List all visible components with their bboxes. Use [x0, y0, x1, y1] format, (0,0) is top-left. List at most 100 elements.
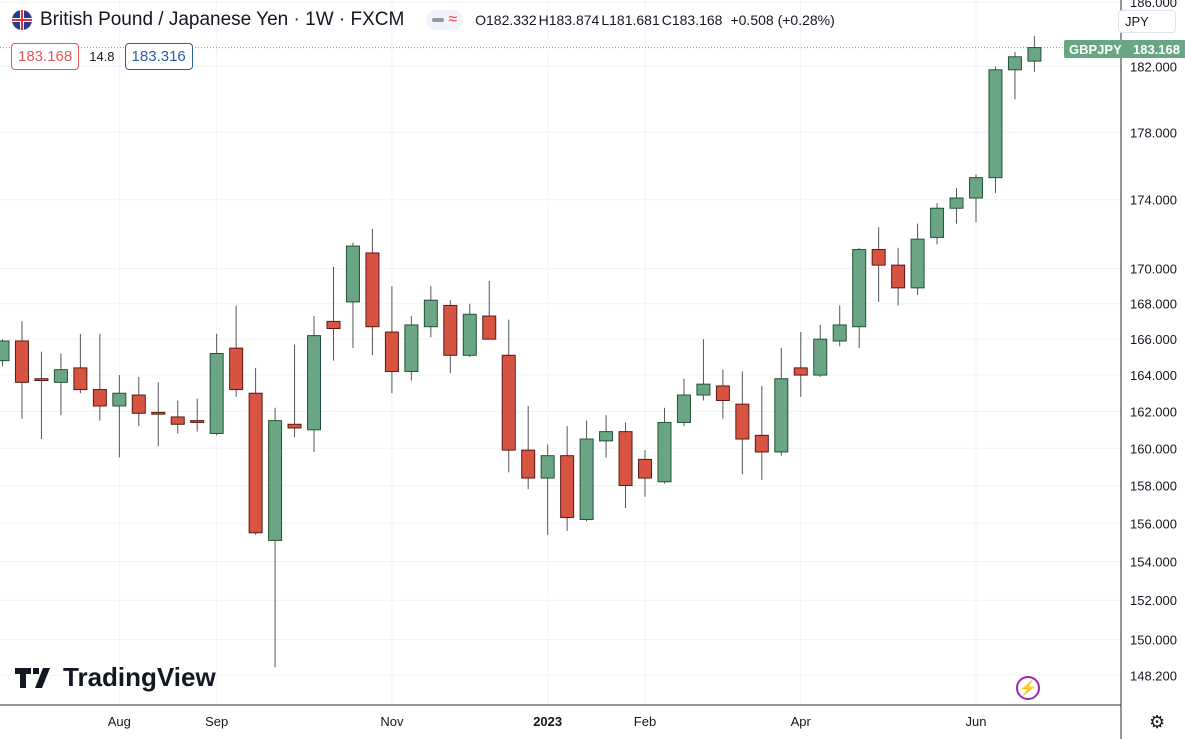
candle-body-up: [423, 299, 438, 328]
candle: [151, 382, 166, 447]
candle-body-up: [676, 394, 691, 423]
tradingview-logo[interactable]: TradingView: [15, 662, 216, 693]
price-tick-label: 186.000: [1130, 0, 1177, 10]
currency-label: JPY: [1125, 14, 1149, 29]
candle: [715, 369, 730, 419]
currency-selector[interactable]: JPY: [1118, 10, 1176, 33]
time-tick-label: Jun: [966, 714, 987, 729]
logo-text: TradingView: [63, 662, 216, 692]
settings-gear-icon[interactable]: ⚙: [1149, 712, 1166, 732]
candle-body-up: [0, 340, 10, 362]
candle-body-down: [891, 264, 906, 289]
lightning-icon[interactable]: ⚡: [1016, 676, 1040, 700]
candle: [268, 407, 283, 668]
price-label-symbol: GBPJPY: [1069, 41, 1122, 57]
close-value: C183.168: [661, 12, 723, 28]
price-tick-label: 158.000: [1130, 479, 1177, 494]
spread-value: 14.8: [89, 49, 115, 64]
candle-body-up: [1007, 56, 1022, 71]
sell-button[interactable]: 183.168: [11, 43, 80, 70]
candle-body-down: [326, 320, 341, 329]
time-tick-label: 2023: [533, 714, 562, 729]
candle-body-up: [852, 249, 867, 328]
candle: [813, 324, 828, 377]
candle-body-up: [209, 352, 224, 434]
candle: [229, 305, 244, 397]
price-tick-label: 154.000: [1130, 555, 1177, 570]
candle-body-down: [384, 331, 399, 372]
candle-body-down: [190, 420, 205, 423]
price-tick-label: 170.000: [1130, 262, 1177, 277]
candle: [365, 228, 380, 356]
candle-body-down: [34, 378, 49, 382]
wave-icon: ≈: [448, 11, 458, 28]
candle: [1007, 51, 1022, 100]
candle-body-down: [229, 347, 244, 391]
candle: [521, 405, 536, 490]
tradingview-logo-icon: [15, 667, 50, 688]
candle-body-down: [365, 252, 380, 328]
price-tick-label: 148.200: [1130, 668, 1177, 683]
candle-body-down: [73, 367, 88, 391]
candle: [423, 286, 438, 338]
candle-body-up: [53, 369, 68, 383]
candle-body-up: [307, 335, 322, 431]
price-tick-label: 174.000: [1130, 193, 1177, 208]
candle-body-down: [638, 458, 653, 479]
buy-button[interactable]: 183.316: [124, 43, 193, 70]
candle: [560, 426, 575, 531]
time-tick-label: Sep: [205, 714, 228, 729]
candle-body-up: [404, 324, 419, 372]
candle: [92, 333, 107, 421]
trade-row: 183.168 14.8 183.316: [11, 43, 193, 70]
change-value: +0.508 (+0.28%): [730, 12, 835, 28]
candle: [131, 376, 146, 427]
candle: [53, 353, 68, 416]
candle: [969, 174, 983, 222]
price-tick-label: 178.000: [1130, 125, 1177, 140]
candle: [540, 444, 555, 535]
candle-body-down: [170, 416, 185, 425]
candle: [248, 367, 263, 535]
candle: [696, 339, 711, 401]
candle-body-up: [1027, 47, 1042, 62]
indicator-toggle[interactable]: ≈: [426, 10, 464, 30]
price-tick-label: 152.000: [1130, 593, 1177, 608]
candle: [774, 348, 789, 456]
chart-header: British Pound / Japanese Yen · 1W · FXCM…: [12, 9, 835, 31]
candle: [1027, 36, 1042, 72]
candle: [307, 316, 322, 452]
candle-body-up: [988, 69, 1003, 179]
candle-body-up: [969, 177, 983, 199]
candle: [949, 187, 964, 224]
candle: [326, 266, 341, 361]
candle: [891, 247, 906, 306]
candle-body-up: [345, 245, 360, 303]
candle-body-down: [735, 403, 750, 440]
candle-body-up: [540, 455, 555, 479]
candle-body-up: [813, 338, 828, 376]
price-tick-label: 164.000: [1130, 368, 1177, 383]
candle: [754, 385, 769, 480]
candle-body-up: [930, 207, 945, 238]
candle: [384, 286, 399, 394]
candle: [170, 400, 185, 434]
candle: [988, 66, 1003, 193]
symbol-title[interactable]: British Pound / Japanese Yen · 1W · FXCM: [40, 9, 405, 30]
candle: [852, 247, 867, 349]
candle: [599, 415, 614, 458]
candle-body-down: [521, 449, 536, 479]
candle-body-up: [910, 238, 925, 289]
candle-body-down: [248, 392, 263, 534]
candle: [73, 333, 88, 394]
candle: [112, 375, 127, 458]
candle-body-down: [482, 315, 497, 340]
candle: [34, 351, 49, 440]
candle: [482, 280, 497, 340]
candle-body-up: [696, 383, 711, 396]
candle: [209, 333, 224, 436]
time-tick-label: Aug: [108, 714, 131, 729]
candle: [0, 339, 10, 367]
price-tick-label: 182.000: [1130, 60, 1177, 75]
